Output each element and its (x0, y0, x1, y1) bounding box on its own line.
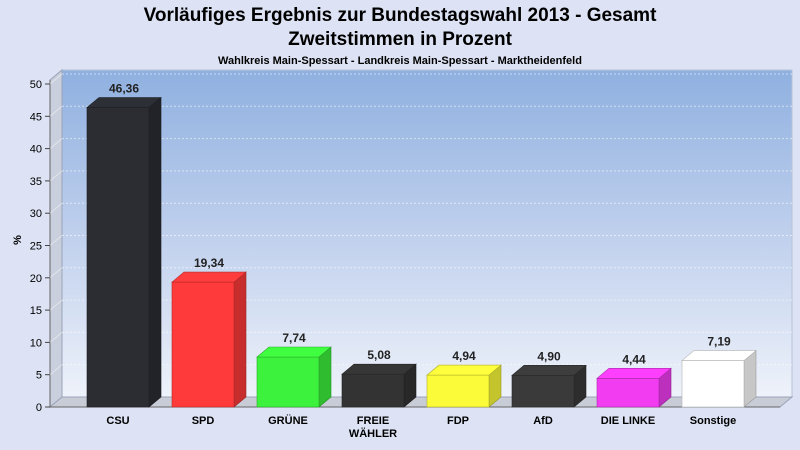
y-tick-label: 0 (36, 402, 42, 414)
data-label: 46,36 (109, 82, 139, 96)
grid-line-side (49, 364, 63, 376)
bar-top (171, 271, 247, 283)
grid-line-side (49, 235, 63, 246)
x-tick-label: CSU (106, 415, 129, 427)
grid-line-side (49, 332, 63, 343)
x-tick-label: AfD (533, 415, 553, 427)
data-label: 19,34 (194, 256, 224, 270)
grid-line-side (49, 138, 63, 149)
x-tick-label: FREIE (357, 415, 389, 427)
y-tick-label: 45 (30, 111, 42, 123)
plot-wall (61, 69, 793, 398)
bar-afd: 4,90 (511, 349, 587, 408)
y-tick-label: 10 (30, 337, 42, 349)
bar-die-linke: 4,44 (596, 352, 672, 408)
bar-top (596, 368, 672, 379)
y-tick-label: 5 (36, 370, 42, 382)
bar-spd: 19,34 (171, 256, 247, 408)
chart-subtitle: Zweitstimmen in Prozent (288, 29, 512, 50)
y-tick-label: 40 (30, 144, 42, 156)
plot-side-wall (49, 68, 63, 409)
x-tick-label: GRÜNE (268, 414, 308, 427)
y-tick-label: 35 (30, 176, 42, 188)
data-label: 7,74 (282, 331, 306, 345)
y-axis-label: % (12, 235, 24, 245)
bar-front (426, 374, 490, 408)
y-tick-label: 25 (30, 241, 42, 253)
x-tick-label: SPD (192, 415, 215, 427)
bar-sonstige: 7,19 (681, 335, 757, 408)
bar-front (171, 281, 235, 408)
chart-location: Wahlkreis Main-Spessart - Landkreis Main… (218, 55, 582, 67)
grid-line-side (49, 170, 63, 182)
bar-side (148, 96, 162, 408)
data-label: 5,08 (367, 348, 391, 362)
bar-side (233, 271, 247, 408)
x-tick-label: DIE LINKE (601, 415, 655, 427)
y-tick-label: 50 (30, 79, 42, 91)
bar-top (511, 365, 587, 376)
bar-top (256, 346, 332, 358)
grid-line-side (49, 299, 63, 311)
data-label: 4,44 (622, 352, 646, 366)
data-label: 7,19 (707, 335, 731, 349)
grid-line-side (49, 105, 63, 117)
bar-front (681, 360, 745, 408)
grid-line-side (49, 267, 63, 279)
data-label: 4,94 (452, 349, 476, 363)
bar-front (596, 378, 660, 408)
x-tick-label: FDP (447, 415, 469, 427)
data-label: 4,90 (537, 349, 561, 363)
x-tick-label: Sonstige (690, 415, 736, 427)
grid-line-side (49, 202, 63, 214)
y-tick-label: 15 (30, 305, 42, 317)
bar-fdp: 4,94 (426, 349, 502, 408)
bar-front (341, 373, 405, 408)
y-tick-label: 20 (30, 273, 42, 285)
plot-floor (48, 396, 794, 408)
bar-top (341, 363, 417, 375)
bar-csu: 46,36 (86, 82, 162, 408)
chart-title: Vorläufiges Ergebnis zur Bundestagswahl … (143, 5, 657, 26)
grid-line-side (49, 73, 63, 85)
bar-freie-wähler: 5,08 (341, 348, 417, 408)
y-tick-label: 30 (30, 208, 42, 220)
bar-top (86, 97, 162, 108)
bar-top (426, 364, 502, 376)
bar-side (318, 346, 332, 408)
bar-front (511, 375, 575, 408)
bar-front (86, 107, 150, 408)
bar-top (681, 350, 757, 361)
bar-grüne: 7,74 (256, 331, 332, 408)
bar-front (256, 356, 320, 408)
x-tick-label: WÄHLER (349, 427, 397, 440)
